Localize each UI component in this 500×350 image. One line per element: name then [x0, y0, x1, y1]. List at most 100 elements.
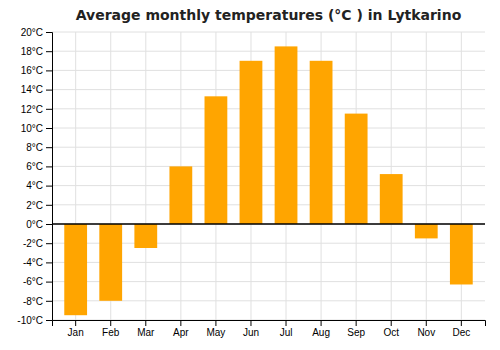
- bars: [52, 46, 485, 315]
- x-tick-mark: [286, 320, 287, 326]
- y-grid-line: [52, 70, 485, 71]
- y-grid-line: [52, 147, 485, 148]
- bar: [205, 96, 228, 224]
- x-tick-label: Jul: [280, 327, 293, 338]
- y-tick-label: 10°C: [21, 123, 43, 134]
- y-tick: -10°C: [17, 315, 52, 326]
- y-tick-mark: [46, 32, 52, 33]
- y-tick-mark: [46, 70, 52, 71]
- x-grid-line: [426, 32, 427, 320]
- x-tick: Nov: [417, 320, 435, 338]
- y-tick-label: -10°C: [17, 315, 43, 326]
- x-tick-label: Oct: [383, 327, 399, 338]
- title: Average monthly temperatures (°C ) in Ly…: [76, 7, 462, 23]
- bar: [99, 224, 122, 301]
- y-tick: 0°C: [26, 219, 52, 230]
- x-grid-line: [145, 32, 146, 320]
- x-tick: Jun: [243, 320, 259, 338]
- y-tick-label: 4°C: [26, 180, 43, 191]
- chart: -10°C -8°C -6°C -4°C -2°C 0°C 2°C 4°C 6°C 8°C 10°C…: [0, 0, 500, 350]
- x-tick-mark: [356, 320, 357, 326]
- x-tick-label: Sep: [347, 327, 365, 338]
- y-tick: 18°C: [21, 46, 52, 57]
- bar: [345, 114, 368, 224]
- y-tick-mark: [46, 301, 52, 302]
- x-tick-mark: [180, 320, 181, 326]
- x-tick-label: Jan: [68, 327, 84, 338]
- y-tick-label: -6°C: [23, 276, 43, 287]
- y-tick-label: 8°C: [26, 142, 43, 153]
- y-tick-label: -4°C: [23, 257, 43, 268]
- bar: [450, 224, 473, 284]
- x-tick-mark: [145, 320, 146, 326]
- baseline: [52, 223, 485, 225]
- y-tick: -8°C: [23, 296, 52, 307]
- x-tick-mark: [321, 320, 322, 326]
- x-tick: Feb: [102, 320, 120, 338]
- y-grid-line: [52, 166, 485, 167]
- x-axis: Jan Feb Mar Apr May Jun Jul Aug Sep Oct Nov Dec: [53, 320, 486, 338]
- plot: -10°C -8°C -6°C -4°C -2°C 0°C 2°C 4°C 6°C 8°C 10°C…: [17, 27, 485, 338]
- x-tick-label: Feb: [102, 327, 120, 338]
- bar: [169, 166, 192, 224]
- bar: [310, 61, 333, 224]
- y-tick-label: 2°C: [26, 200, 43, 211]
- bar: [275, 46, 298, 224]
- y-tick-mark: [46, 51, 52, 52]
- x-tick: Dec: [452, 320, 470, 338]
- y-grid-line: [52, 89, 485, 90]
- y-tick-label: 0°C: [26, 219, 43, 230]
- y-grid-line: [52, 51, 485, 52]
- y-grid-line: [52, 185, 485, 186]
- y-grid-line: [52, 32, 485, 33]
- y-tick-mark: [46, 90, 52, 91]
- y-tick-mark: [46, 166, 52, 167]
- y-grid-line: [52, 224, 485, 225]
- bar: [415, 224, 438, 238]
- x-tick-label: Nov: [417, 327, 435, 338]
- y-tick: 14°C: [21, 84, 52, 95]
- y-tick-mark: [46, 282, 52, 283]
- y-tick-label: 6°C: [26, 161, 43, 172]
- y-tick-mark: [46, 147, 52, 148]
- x-tick-label: Mar: [137, 327, 155, 338]
- x-tick-label: Aug: [312, 327, 330, 338]
- y-grid-line: [52, 108, 485, 109]
- bar: [240, 61, 263, 224]
- x-tick-label: Jun: [243, 327, 259, 338]
- x-tick-mark: [75, 320, 76, 326]
- y-tick: 20°C: [21, 27, 52, 38]
- x-tick: Aug: [312, 320, 330, 338]
- x-tick: Jan: [68, 320, 84, 338]
- x-tick-label: Dec: [452, 327, 470, 338]
- x-tick-mark: [461, 320, 462, 326]
- y-tick-label: -2°C: [23, 238, 43, 249]
- bar: [64, 224, 87, 315]
- bar: [134, 224, 157, 248]
- x-tick-label: Apr: [173, 327, 189, 338]
- x-tick: Apr: [173, 320, 189, 338]
- y-tick-mark: [46, 186, 52, 187]
- y-tick-mark: [46, 243, 52, 244]
- x-tick: Mar: [137, 320, 155, 338]
- x-tick-mark: [215, 320, 216, 326]
- x-axis-line: [53, 321, 486, 327]
- y-tick: 4°C: [26, 180, 52, 191]
- y-tick-label: 14°C: [21, 84, 43, 95]
- y-tick-label: 12°C: [21, 104, 43, 115]
- x-tick-label: May: [206, 327, 225, 338]
- x-tick: Jul: [280, 320, 293, 338]
- y-tick: 10°C: [21, 123, 52, 134]
- y-tick-label: 16°C: [21, 65, 43, 76]
- y-tick-label: -8°C: [23, 296, 43, 307]
- y-tick: 12°C: [21, 104, 52, 115]
- y-tick-label: 20°C: [21, 27, 43, 38]
- y-tick: -6°C: [23, 276, 52, 287]
- y-grid-line: [52, 204, 485, 205]
- y-tick: -4°C: [23, 257, 52, 268]
- y-tick-mark: [46, 109, 52, 110]
- x-tick-mark: [426, 320, 427, 326]
- y-tick: 8°C: [26, 142, 52, 153]
- y-tick: 16°C: [21, 65, 52, 76]
- bar: [380, 174, 403, 224]
